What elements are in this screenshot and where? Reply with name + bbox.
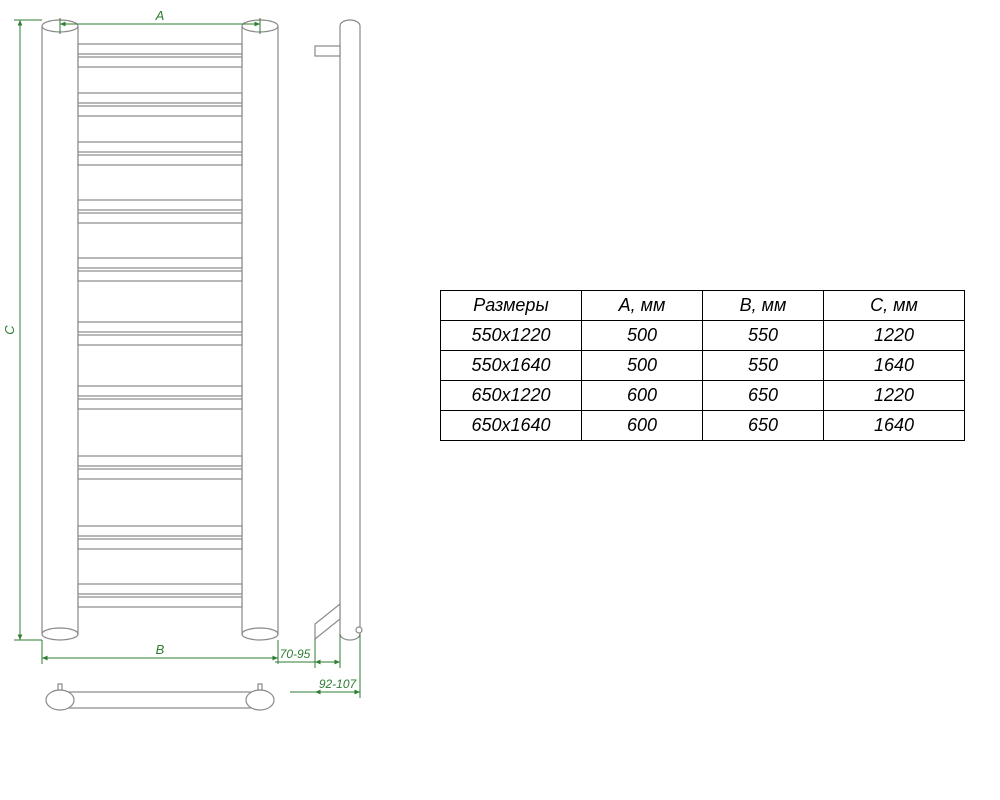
table-header: C, мм xyxy=(824,291,965,321)
table-row: 550x12205005501220 xyxy=(441,321,965,351)
table-cell: 1640 xyxy=(824,351,965,381)
table-cell: 1640 xyxy=(824,411,965,441)
table-header: B, мм xyxy=(703,291,824,321)
table-cell: 1220 xyxy=(824,381,965,411)
table-cell: 650x1640 xyxy=(441,411,582,441)
svg-text:B: B xyxy=(156,642,165,657)
table-cell: 650 xyxy=(703,381,824,411)
svg-text:A: A xyxy=(155,8,165,23)
table-cell: 600 xyxy=(582,381,703,411)
table-header: Размеры xyxy=(441,291,582,321)
table-header: A, мм xyxy=(582,291,703,321)
table-cell: 650 xyxy=(703,411,824,441)
table-cell: 550x1640 xyxy=(441,351,582,381)
table-row: 650x12206006501220 xyxy=(441,381,965,411)
svg-text:70-95: 70-95 xyxy=(280,647,311,661)
table-cell: 650x1220 xyxy=(441,381,582,411)
table-cell: 500 xyxy=(582,351,703,381)
table-row: 550x16405005501640 xyxy=(441,351,965,381)
table-cell: 550 xyxy=(703,351,824,381)
table-cell: 550 xyxy=(703,321,824,351)
table-cell: 500 xyxy=(582,321,703,351)
table-cell: 1220 xyxy=(824,321,965,351)
table-cell: 600 xyxy=(582,411,703,441)
table-row: 650x16406006501640 xyxy=(441,411,965,441)
dimensions-table: РазмерыA, ммB, ммC, мм 550x1220500550122… xyxy=(440,290,965,441)
table-cell: 550x1220 xyxy=(441,321,582,351)
svg-text:92-107: 92-107 xyxy=(319,677,358,691)
svg-text:C: C xyxy=(2,325,17,335)
